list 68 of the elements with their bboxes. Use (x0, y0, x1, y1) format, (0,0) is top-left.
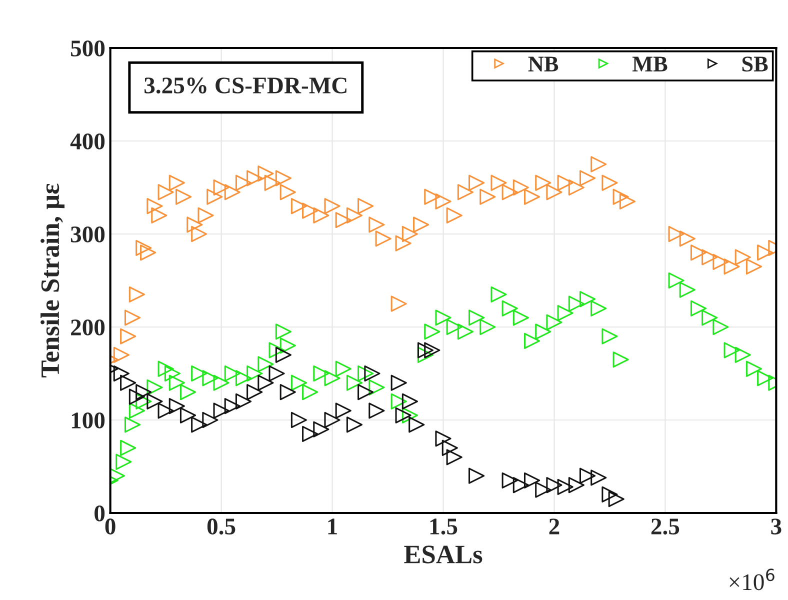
point (268, 365, 285, 382)
point (136, 384, 152, 400)
point (512, 477, 529, 494)
point (546, 477, 562, 494)
point (246, 384, 263, 400)
point (128, 388, 146, 405)
point (602, 486, 618, 502)
point (502, 472, 518, 488)
text: ×10$^{6}$ (730, 568, 774, 590)
x-tick-label: 2 (549, 518, 560, 534)
y-tick-label: 200 (71, 319, 105, 336)
point (275, 346, 292, 363)
annotation: 3.25% CS-FDR-MC (144, 78, 346, 94)
point (390, 374, 407, 391)
point (290, 412, 308, 428)
point (146, 393, 163, 410)
point (324, 412, 340, 428)
point (424, 342, 440, 358)
point (158, 402, 174, 419)
y-tick-label: 100 (72, 412, 105, 428)
point (313, 421, 330, 438)
point (608, 491, 624, 508)
point (335, 402, 352, 419)
y-tick-label: 0 (94, 505, 105, 522)
point (408, 416, 425, 433)
y-tick-label: 500 (70, 40, 105, 56)
y-axis-title: Tensile Strain, με (40, 184, 64, 378)
x-tick-label: 2.5 (651, 518, 680, 535)
point (120, 374, 136, 391)
point (258, 374, 274, 391)
point (579, 468, 596, 484)
point (213, 402, 230, 419)
x-tick-label: 1 (328, 518, 337, 534)
point (417, 342, 434, 358)
point (180, 407, 196, 424)
point (224, 398, 240, 414)
point (168, 398, 185, 414)
y-tick-label: 400 (70, 133, 105, 150)
point (535, 482, 552, 498)
point (280, 384, 296, 400)
point (442, 440, 458, 456)
point (590, 470, 607, 486)
x-axis-title: ESALs (404, 546, 482, 564)
point (435, 430, 452, 447)
point (368, 402, 385, 419)
legend-label: NB (528, 56, 558, 72)
point (302, 426, 318, 442)
point (395, 407, 412, 424)
x-tick-label: 1.5 (430, 518, 458, 535)
legend-label: MB (632, 56, 668, 72)
point (446, 449, 462, 466)
x-tick-label: 3 (771, 518, 782, 534)
point (358, 384, 374, 400)
point (202, 412, 218, 428)
point (468, 468, 485, 484)
point (524, 472, 540, 488)
point (557, 478, 574, 496)
y-tick-label: 300 (70, 226, 105, 242)
point (346, 416, 363, 433)
point (235, 393, 252, 410)
point (364, 365, 380, 382)
point (191, 416, 208, 433)
point (113, 365, 130, 382)
x-tick-label: 0.5 (207, 518, 236, 535)
point (402, 393, 418, 410)
legend-label: SB (742, 56, 768, 72)
point (568, 477, 584, 494)
x-tick-label: 0 (105, 518, 116, 534)
